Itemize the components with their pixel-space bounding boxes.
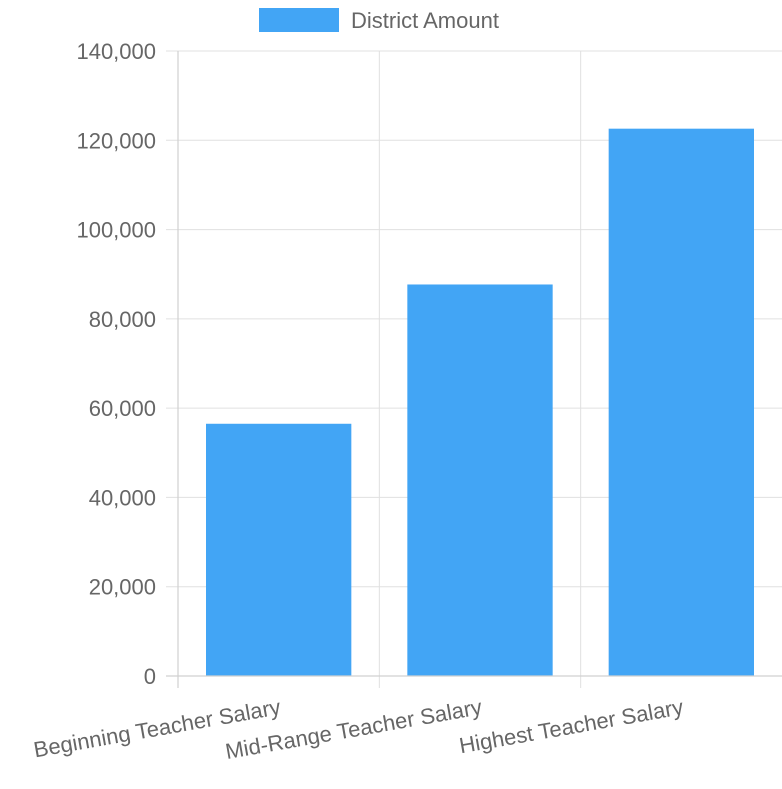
y-tick-label: 60,000 [89,396,156,421]
bar-1 [206,423,352,676]
y-tick-label: 80,000 [89,307,156,332]
y-tick-label: 20,000 [89,575,156,600]
bar-2 [407,284,553,676]
y-tick-label: 120,000 [76,128,156,153]
y-tick-label: 140,000 [76,39,156,64]
legend-swatch [259,8,339,32]
legend[interactable]: District Amount [259,8,499,33]
bar-3 [608,128,754,676]
legend-label: District Amount [351,8,499,33]
x-tick-label: Highest Teacher Salary [457,694,685,758]
y-tick-label: 40,000 [89,485,156,510]
y-tick-label: 100,000 [76,218,156,243]
y-tick-label: 0 [144,664,156,689]
bars [206,128,754,676]
